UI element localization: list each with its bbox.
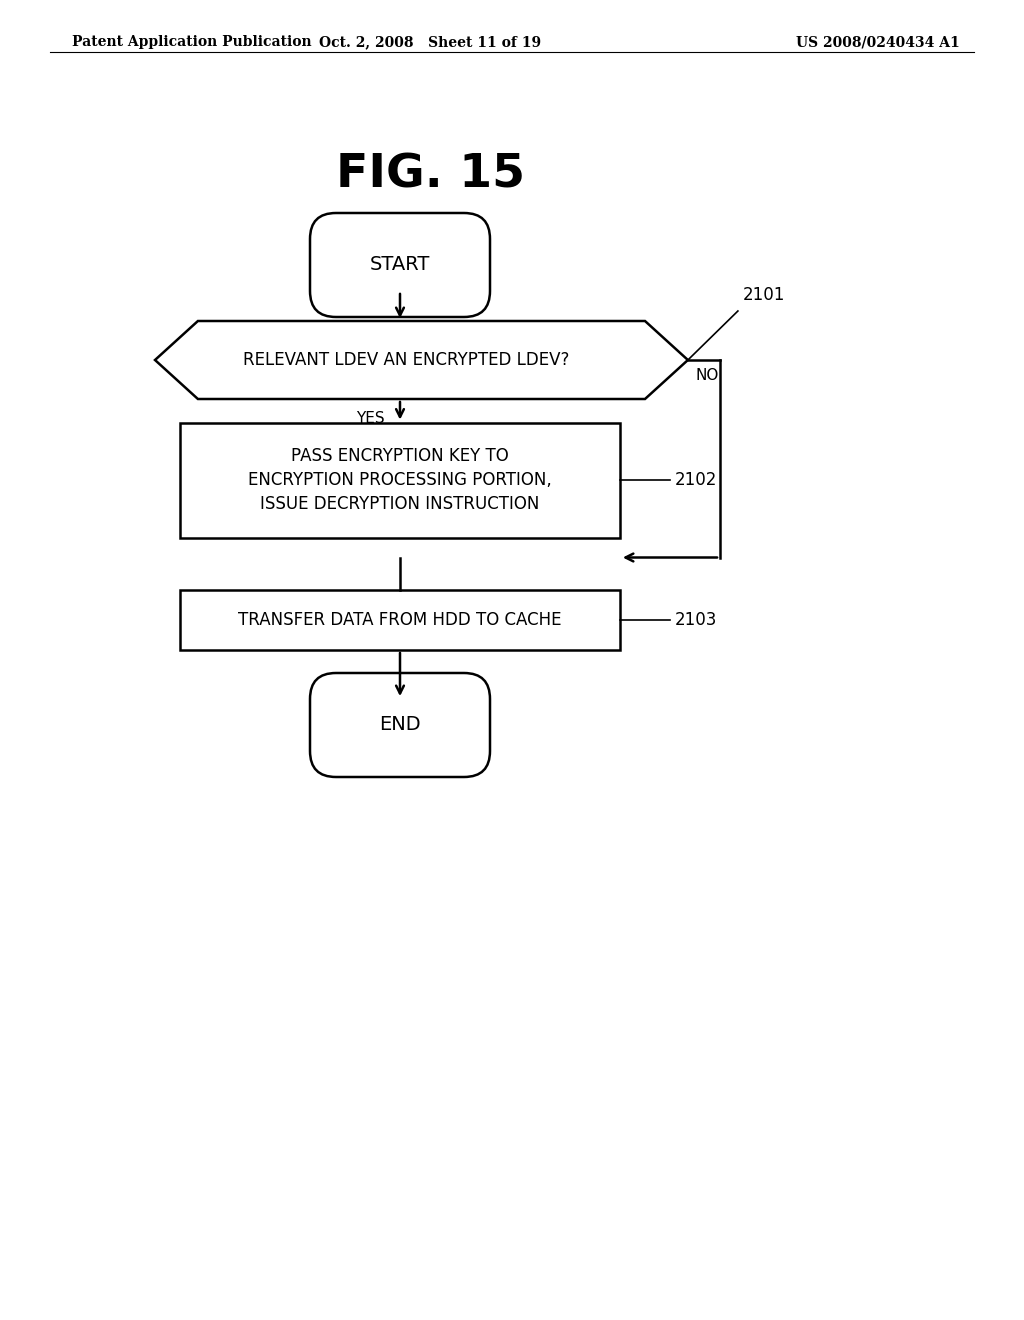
Text: PASS ENCRYPTION KEY TO
ENCRYPTION PROCESSING PORTION,
ISSUE DECRYPTION INSTRUCTI: PASS ENCRYPTION KEY TO ENCRYPTION PROCES… bbox=[248, 447, 552, 512]
Polygon shape bbox=[155, 321, 688, 399]
Bar bbox=[180, 590, 620, 649]
Text: END: END bbox=[379, 715, 421, 734]
Text: RELEVANT LDEV AN ENCRYPTED LDEV?: RELEVANT LDEV AN ENCRYPTED LDEV? bbox=[244, 351, 569, 370]
Bar bbox=[180, 422, 620, 537]
Text: Patent Application Publication: Patent Application Publication bbox=[72, 36, 311, 49]
Text: YES: YES bbox=[355, 411, 384, 426]
Text: FIG. 15: FIG. 15 bbox=[336, 153, 524, 198]
Text: START: START bbox=[370, 256, 430, 275]
Text: NO: NO bbox=[696, 368, 719, 383]
FancyBboxPatch shape bbox=[310, 213, 490, 317]
Text: 2102: 2102 bbox=[675, 471, 718, 488]
FancyBboxPatch shape bbox=[310, 673, 490, 777]
Text: 2101: 2101 bbox=[742, 286, 785, 304]
Text: US 2008/0240434 A1: US 2008/0240434 A1 bbox=[797, 36, 961, 49]
Text: Oct. 2, 2008   Sheet 11 of 19: Oct. 2, 2008 Sheet 11 of 19 bbox=[318, 36, 541, 49]
Text: 2103: 2103 bbox=[675, 611, 718, 630]
Text: TRANSFER DATA FROM HDD TO CACHE: TRANSFER DATA FROM HDD TO CACHE bbox=[239, 611, 562, 630]
